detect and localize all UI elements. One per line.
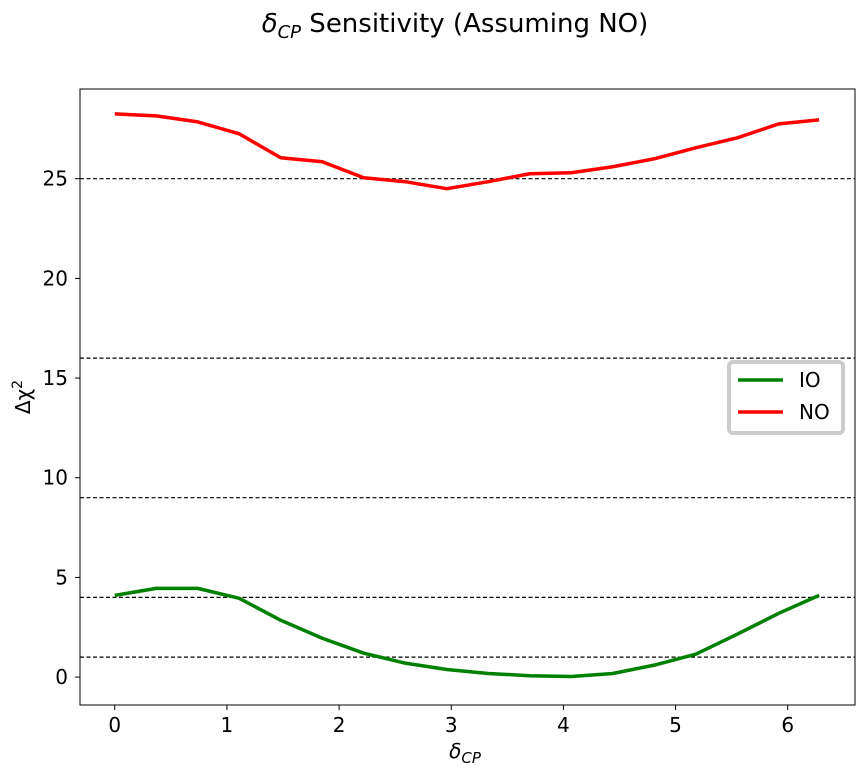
y-axis-label: Δχ2	[10, 380, 35, 414]
y-tick-label: 5	[55, 565, 68, 589]
ylabel-symbol: Δχ	[11, 389, 35, 414]
series-line-no	[114, 112, 820, 191]
xlabel-symbol: δ	[449, 739, 461, 763]
chart-title: δCP Sensitivity (Assuming NO)	[262, 9, 649, 43]
series-line-io	[114, 586, 820, 679]
reference-lines	[80, 178, 855, 658]
y-axis-ticks: 0 5 10 15 20 25	[43, 167, 80, 689]
x-tick-label: 3	[445, 713, 458, 737]
title-subscript: CP	[278, 22, 302, 43]
series-layer	[114, 112, 820, 679]
x-tick-label: 6	[781, 713, 794, 737]
y-tick-label: 20	[43, 266, 68, 290]
title-text: Sensitivity (Assuming NO)	[301, 9, 648, 39]
x-axis-ticks: 0 1 2 3 4 5 6	[108, 705, 794, 737]
legend-label-io: IO	[799, 368, 821, 392]
ylabel-superscript: 2	[10, 380, 26, 389]
x-tick-label: 5	[669, 713, 682, 737]
y-tick-label: 15	[43, 366, 68, 390]
x-axis-label: δCP	[449, 739, 482, 767]
xlabel-subscript: CP	[461, 749, 481, 767]
x-tick-label: 1	[221, 713, 234, 737]
y-tick-label: 25	[43, 167, 68, 191]
y-tick-label: 0	[55, 665, 68, 689]
x-tick-label: 4	[557, 713, 570, 737]
legend-label-no: NO	[799, 400, 830, 424]
plot-frame	[79, 88, 856, 706]
x-tick-label: 0	[108, 713, 121, 737]
legend: IO NO	[727, 360, 845, 435]
y-tick-label: 10	[43, 466, 68, 490]
x-tick-label: 2	[333, 713, 346, 737]
title-symbol: δ	[262, 9, 278, 39]
